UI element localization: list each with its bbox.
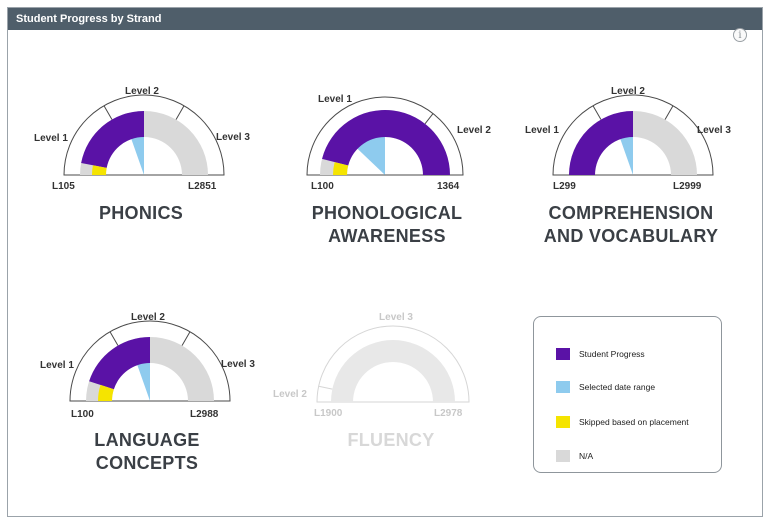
gauge-progress-band — [81, 111, 144, 168]
gauge-max-label: 1364 — [437, 181, 460, 192]
gauge-level-2-label: Level 2 — [125, 86, 159, 97]
strand-title-comprehension-and-vocabulary: COMPREHENSION AND VOCABULARY — [543, 203, 719, 246]
gauge-level-2-label: Level 2 — [131, 312, 165, 323]
gauge-skipped-band — [333, 162, 349, 175]
gauge-level-divider — [109, 331, 119, 346]
gauge-skipped-band — [98, 384, 114, 401]
gauge-fluency: Level 3 Level 2 L1900 L2978 — [273, 312, 470, 419]
gauge-max-label: L2999 — [673, 181, 702, 192]
gauge-language-concepts[interactable]: Level 2 Level 1 Level 3 L100 L2988 — [38, 306, 258, 420]
gauge-level-3-label: Level 3 — [697, 125, 731, 136]
gauge-min-label: L105 — [52, 181, 75, 192]
legend-swatch — [556, 416, 570, 428]
gauge-max-label: L2851 — [188, 181, 217, 192]
gauge-level-1-label: Level 1 — [34, 133, 68, 144]
strand-title-fluency: FLUENCY — [347, 430, 435, 450]
legend-swatch — [556, 348, 570, 360]
gauge-progress-band — [89, 337, 150, 390]
gauge-min-label: L1900 — [314, 408, 343, 419]
gauge-na-band — [331, 340, 455, 402]
legend-swatch — [556, 381, 570, 393]
gauge-level-2-label: Level 2 — [611, 86, 645, 97]
strand-title-phonics: PHONICS — [98, 203, 184, 223]
gauge-level-1-label: Level 1 — [525, 125, 559, 136]
gauge-level-2-label: Level 2 — [273, 389, 307, 400]
gauge-min-label: L299 — [553, 181, 576, 192]
gauge-min-label: L100 — [311, 181, 334, 192]
strand-title-language-concepts: LANGUAGE CONCEPTS — [94, 430, 200, 473]
gauge-phonics[interactable]: Level 2 Level 1 Level 3 L105 L2851 — [30, 80, 250, 192]
strand-progress-panel: Student Progress by Strand — [7, 7, 763, 517]
info-icon[interactable]: i — [733, 28, 747, 42]
gauge-level-divider — [318, 385, 333, 390]
gauge-level-divider — [103, 105, 113, 120]
legend-item-na: N/A — [556, 449, 593, 463]
gauge-progress-band — [569, 111, 633, 175]
gauge-level-3-label: Level 3 — [379, 312, 413, 323]
panel-header: Student Progress by Strand — [8, 8, 762, 30]
gauge-level-1-label: Level 1 — [40, 360, 74, 371]
gauge-level-divider — [175, 105, 185, 120]
gauge-level-2-label: Level 2 — [457, 125, 491, 136]
gauge-level-divider — [592, 105, 602, 120]
legend-item-skipped: Skipped based on placement — [556, 415, 689, 429]
gauge-comprehension-and-vocabulary[interactable]: Level 2 Level 1 Level 3 L299 L2999 — [525, 80, 731, 192]
gauge-phonological-awareness[interactable]: Level 1 Level 2 L100 1364 — [305, 80, 505, 192]
gauge-min-label: L100 — [71, 409, 94, 420]
gauge-level-divider — [664, 105, 674, 120]
gauge-level-divider — [424, 113, 434, 125]
legend-item-student-progress: Student Progress — [556, 347, 645, 361]
legend-item-selected-date-range: Selected date range — [556, 380, 655, 394]
gauge-level-3-label: Level 3 — [216, 132, 250, 143]
gauge-level-divider — [181, 331, 191, 346]
gauge-level-3-label: Level 3 — [221, 359, 255, 370]
legend: Student Progress Selected date range Ski… — [533, 316, 722, 473]
gauge-skipped-band — [92, 165, 107, 175]
legend-swatch — [556, 450, 570, 462]
gauge-max-label: L2988 — [190, 409, 219, 420]
gauge-progress-band — [322, 110, 450, 175]
gauge-level-1-label: Level 1 — [318, 94, 352, 105]
strand-title-phonological-awareness: PHONOLOGICAL AWARENESS — [311, 203, 463, 246]
gauge-max-label: L2978 — [434, 408, 463, 419]
